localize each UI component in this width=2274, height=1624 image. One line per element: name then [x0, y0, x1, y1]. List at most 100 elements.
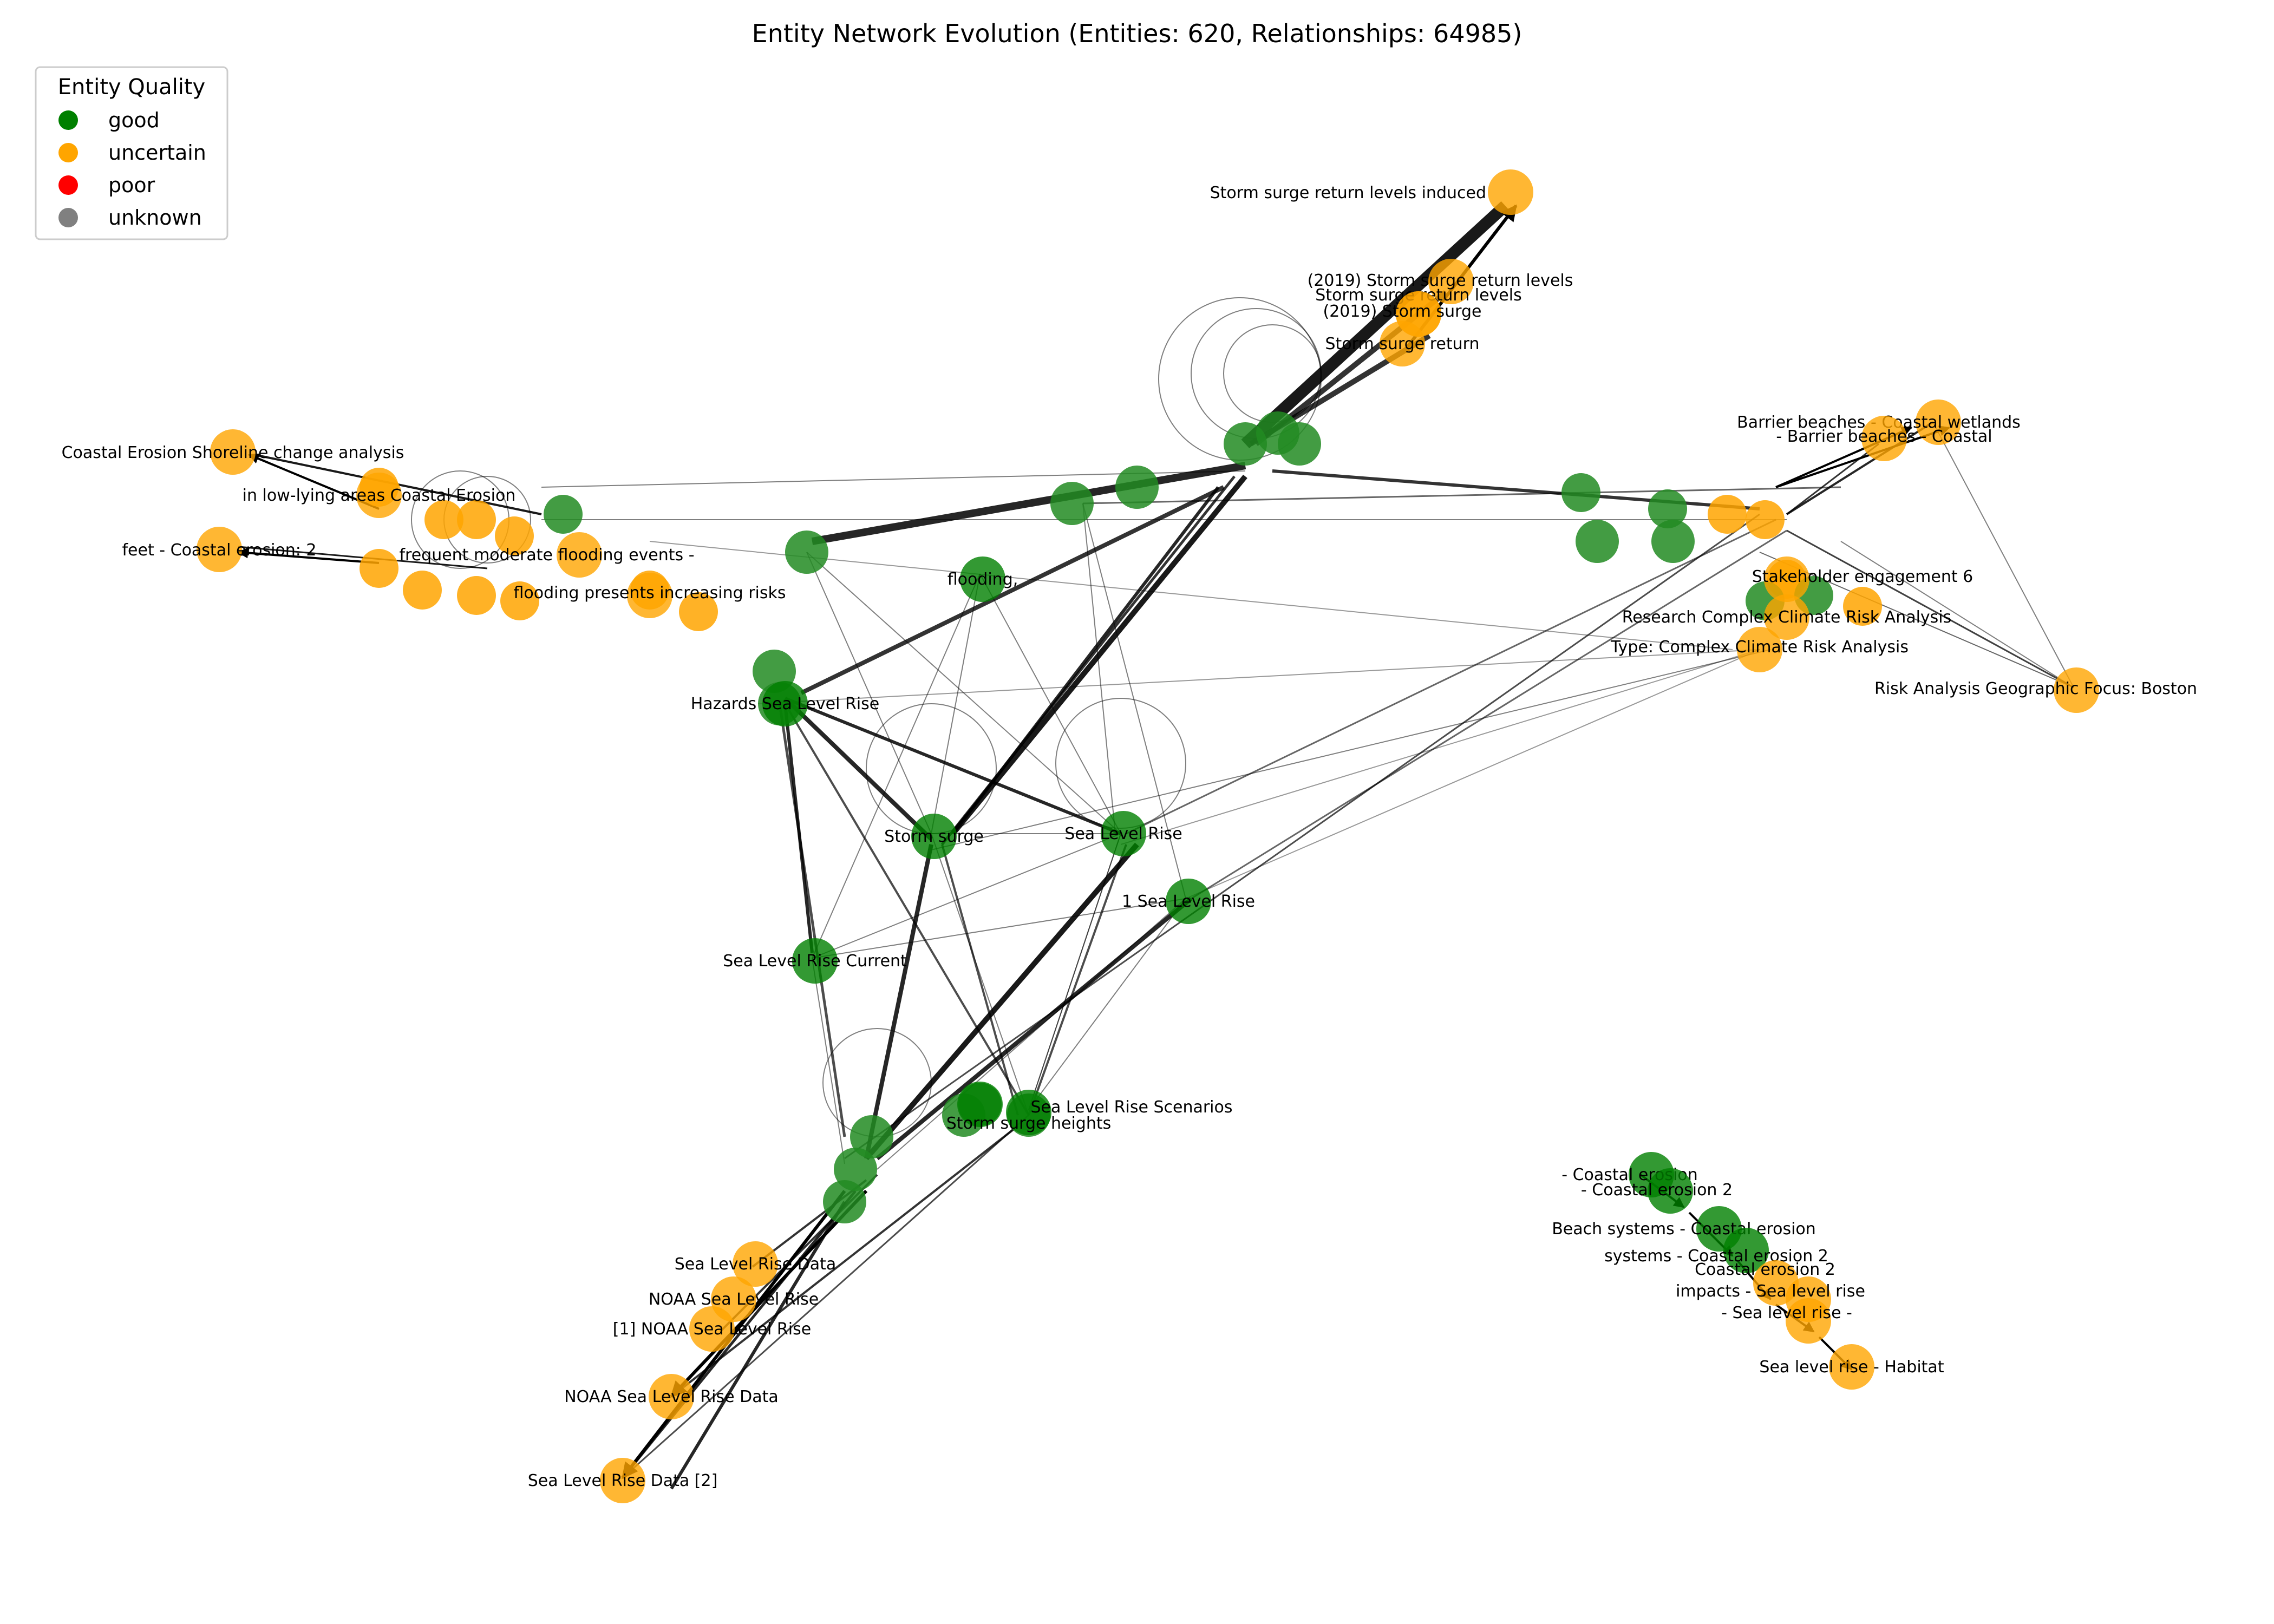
node-label: systems - Coastal erosion 2 [1604, 1247, 1828, 1266]
node-clutter [1746, 500, 1785, 539]
node-clutter [823, 1180, 866, 1223]
node-label: flooding, [948, 570, 1018, 589]
node-label: Sea Level Rise [1064, 824, 1182, 843]
edge [806, 552, 1121, 834]
node-clutter [1651, 520, 1695, 563]
node-clutter [1576, 520, 1619, 563]
node-good [960, 556, 1005, 602]
node-clutter [1561, 473, 1600, 512]
legend-title: Entity Quality [58, 75, 205, 100]
node-clutter [1256, 411, 1299, 455]
node-clutter [1708, 495, 1747, 534]
legend-marker-uncertain [58, 143, 78, 162]
node-clutter [495, 516, 534, 555]
edge [877, 898, 1186, 1170]
edge [1082, 503, 1186, 899]
node-label: [1] NOAA Sea Level Rise [613, 1320, 811, 1339]
node-label: Coastal erosion 2 [1695, 1260, 1835, 1279]
edge [812, 573, 981, 959]
node-uncertain [1737, 627, 1782, 672]
node-label: Stakeholder engagement 6 [1752, 567, 1974, 586]
edge-bundle [1786, 529, 2074, 689]
node-label: Research Complex Climate Risk Analysis [1622, 608, 1952, 627]
node-good [1166, 879, 1211, 924]
node-clutter [1843, 587, 1882, 626]
node-good [957, 1082, 1003, 1127]
node-uncertain [689, 1306, 735, 1352]
node-clutter [679, 592, 718, 631]
edge [1082, 503, 1116, 834]
self-loop [1223, 324, 1322, 423]
edge-bundle [784, 697, 1122, 835]
node-uncertain [1916, 400, 1961, 445]
node-label: Storm surge return levels induced [1210, 184, 1486, 202]
edge-bundle [238, 546, 488, 569]
edge [1932, 422, 2074, 688]
edge-bundle [670, 1201, 846, 1490]
node-clutter [850, 1115, 893, 1158]
node-uncertain [1786, 1298, 1831, 1344]
edge [1775, 425, 1950, 488]
node-uncertain [1428, 259, 1474, 304]
legend: Entity Quality good uncertain poor unknown [35, 66, 228, 240]
node-good [1723, 1228, 1769, 1273]
edge-bundle [1028, 844, 1127, 1116]
node-clutter [785, 531, 828, 574]
node-clutter [457, 500, 496, 539]
node-clutter [544, 495, 583, 534]
node-good [792, 938, 838, 984]
node-clutter [457, 576, 496, 615]
edge-bundle [1786, 443, 1879, 515]
node-label: Beach systems - Coastal erosion [1552, 1220, 1816, 1239]
edge-bundle [1191, 529, 1787, 900]
node-label: Sea level rise - Habitat [1759, 1358, 1944, 1377]
edge [237, 547, 380, 564]
node-uncertain [557, 532, 602, 578]
edge [812, 833, 1121, 959]
node-good [1006, 1090, 1051, 1135]
node-label: Sea Level Rise Current [723, 952, 907, 971]
node-label: Storm surge return [1325, 335, 1480, 353]
node-uncertain [1829, 1344, 1874, 1390]
self-loop [1055, 698, 1186, 829]
node-uncertain [1764, 556, 1809, 602]
edge [1028, 833, 1121, 1110]
node-label: Coastal Erosion Shoreline change analysi… [62, 443, 404, 462]
node-clutter [1648, 489, 1687, 528]
edge [1120, 649, 1760, 845]
edge [931, 573, 981, 834]
node-label: NOAA Sea Level Rise [649, 1290, 819, 1309]
edge-bundle [931, 649, 1771, 850]
node-label: frequent moderate flooding events - [399, 546, 694, 565]
edge-bundle [875, 896, 1193, 1161]
node-uncertain [1764, 594, 1809, 640]
legend-marker-good [58, 110, 78, 130]
edge [757, 649, 1760, 704]
node-uncertain [356, 473, 402, 518]
legend-marker-unknown [58, 208, 78, 227]
edge-bundle [1241, 201, 1510, 449]
node-uncertain [1488, 169, 1533, 215]
legend-label: unknown [108, 206, 202, 230]
node-good [1648, 1168, 1693, 1214]
node-label: feet - Coastal erosion: 2 [122, 541, 316, 560]
edge-bundle [951, 486, 1220, 835]
edge-bundle [670, 1125, 1019, 1398]
edge-bundle [784, 703, 1030, 1116]
edge [806, 552, 932, 834]
node-label: - Barrier beaches - Coastal [1776, 427, 1992, 446]
node-clutter [424, 500, 463, 539]
edge-bundle [1126, 519, 1776, 835]
edge-bundle [800, 485, 1225, 695]
node-uncertain [649, 1374, 694, 1419]
node-good [911, 814, 957, 859]
node-uncertain [210, 429, 256, 475]
node-label: impacts - Sea level rise [1676, 1282, 1865, 1301]
node-clutter [500, 581, 539, 620]
edge-bundle [1786, 421, 1934, 515]
edge-bundle [622, 1114, 1029, 1479]
node-good [762, 681, 808, 726]
node-label: (2019) Storm surge return levels [1308, 271, 1573, 290]
node-clutter [360, 549, 398, 588]
node-clutter [1050, 482, 1094, 525]
